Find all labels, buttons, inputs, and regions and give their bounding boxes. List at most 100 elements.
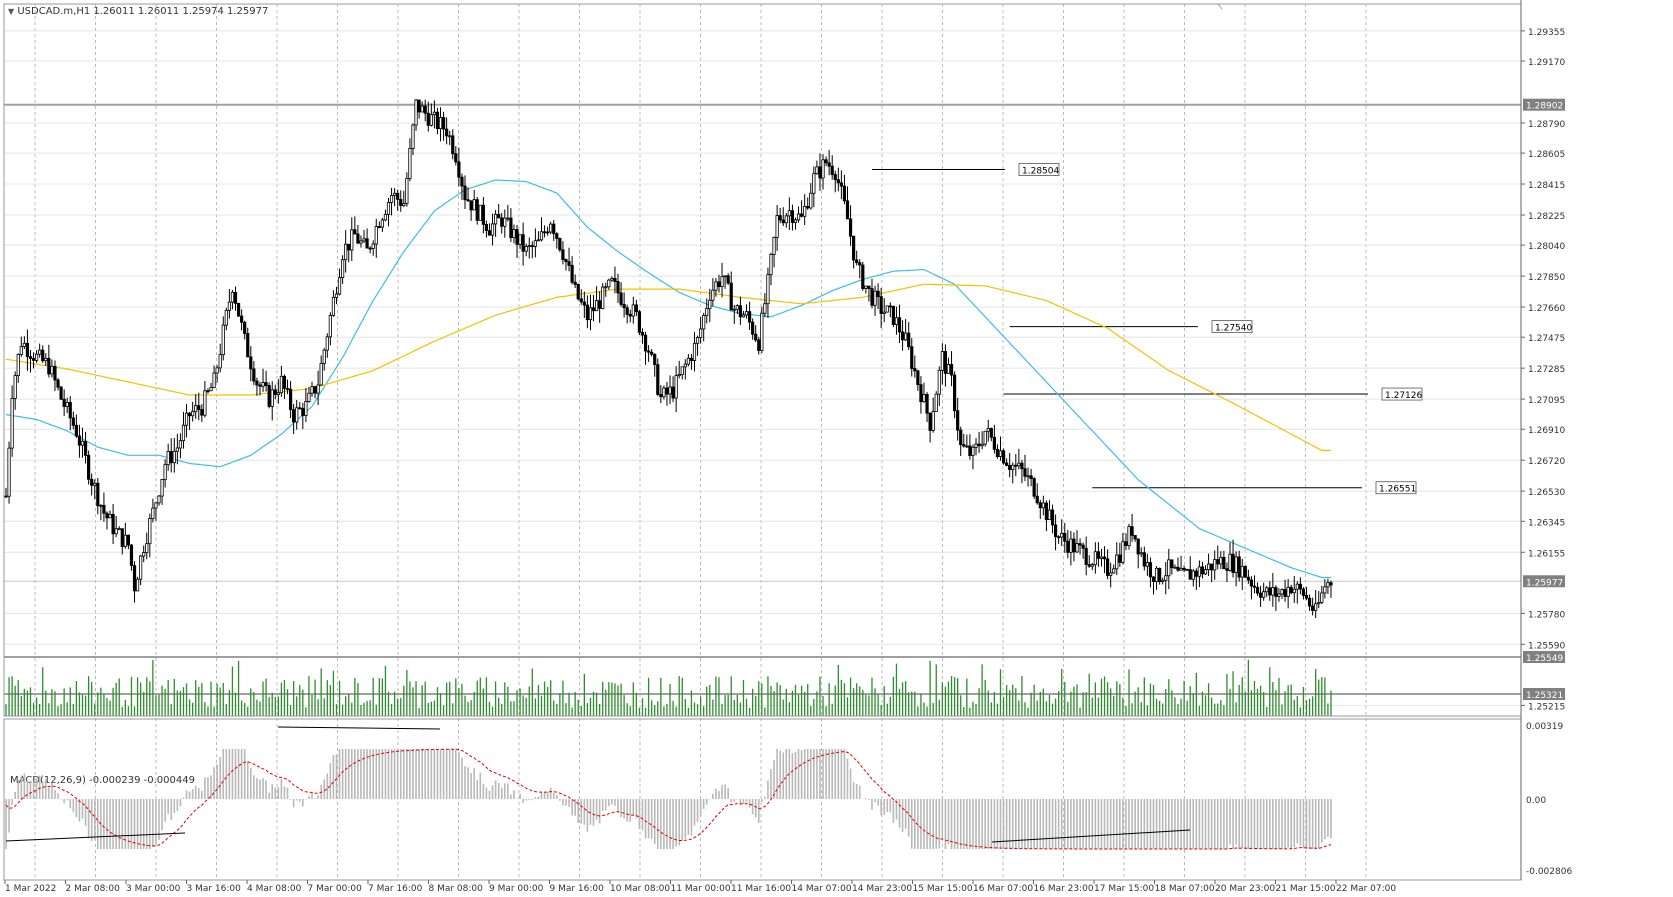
bull-candle [821, 159, 825, 179]
bear-candle [1170, 559, 1174, 568]
bull-candle [215, 367, 219, 374]
bull-candle [151, 507, 155, 519]
bear-candle [521, 234, 525, 252]
time-axis-label: 7 Mar 16:00 [368, 884, 423, 894]
bull-candle [362, 238, 366, 242]
bull-candle [13, 375, 17, 399]
bear-candle [659, 394, 663, 398]
price-axis-label: 1.28415 [1528, 181, 1565, 191]
bear-candle [500, 217, 504, 227]
bull-candle [194, 405, 198, 412]
bear-candle [1106, 558, 1110, 576]
level-tag-box [1018, 163, 1060, 176]
bull-candle [117, 528, 121, 531]
bear-candle [870, 288, 874, 306]
bear-candle [298, 407, 302, 410]
bull-candle [438, 117, 443, 130]
bear-candle [197, 405, 201, 410]
bear-candle [647, 350, 651, 353]
bull-candle [1326, 582, 1330, 588]
bear-candle [995, 448, 1000, 457]
bear-candle [1118, 554, 1122, 563]
bear-candle [475, 199, 479, 221]
bull-candle [123, 534, 127, 547]
bull-candle [50, 365, 54, 375]
main-panel-frame [3, 3, 1522, 717]
bear-candle [1298, 583, 1302, 590]
bull-candle [38, 349, 42, 355]
bear-candle [1252, 585, 1257, 588]
bull-candle [803, 205, 807, 217]
bear-candle [481, 204, 485, 225]
bear-candle [71, 417, 75, 426]
bear-candle [240, 315, 244, 323]
level-tag-text: 1.28504 [1022, 167, 1059, 177]
price-axis-label: 1.28790 [1528, 120, 1565, 130]
bear-candle [1130, 526, 1134, 536]
bull-candle [741, 314, 746, 318]
bear-candle [487, 230, 492, 236]
bear-candle [515, 229, 519, 245]
bear-candle [738, 305, 743, 318]
price-tag-box [1523, 98, 1565, 111]
bull-candle [350, 229, 354, 251]
macd-axis-label: -0.002806 [1526, 867, 1572, 877]
bear-candle [858, 262, 862, 266]
bull-candle [1011, 464, 1015, 470]
bull-candle [1286, 586, 1290, 597]
bear-candle [74, 424, 78, 437]
bear-candle [368, 247, 372, 250]
bear-candle [754, 333, 758, 341]
bear-candle [426, 112, 430, 126]
bull-candle [145, 543, 149, 553]
bull-candle [588, 307, 593, 321]
bear-candle [576, 283, 580, 300]
bear-candle [1008, 465, 1012, 470]
bull-candle [420, 105, 424, 113]
bull-candle [163, 464, 167, 480]
bull-candle [882, 311, 886, 314]
bull-candle [815, 166, 819, 175]
bull-candle [723, 275, 727, 278]
bear-candle [347, 243, 351, 251]
bull-candle [946, 364, 951, 374]
bear-candle [1301, 588, 1306, 596]
time-axis-label: 14 Mar 07:00 [792, 884, 852, 894]
bear-candle [1307, 597, 1312, 607]
bull-candle [10, 397, 14, 449]
bull-candle [414, 99, 418, 126]
time-axis-label: 18 Mar 07:00 [1155, 884, 1215, 894]
bear-candle [102, 504, 106, 514]
bull-candle [796, 213, 801, 221]
bull-candle [1262, 591, 1266, 598]
bear-candle [1151, 576, 1156, 582]
bull-candle [1213, 559, 1217, 571]
bear-candle [567, 261, 571, 266]
bear-candle [1044, 502, 1048, 520]
bull-candle [922, 394, 926, 403]
bear-candle [111, 513, 115, 535]
bull-candle [711, 289, 715, 301]
bull-candle [344, 243, 348, 261]
bear-candle [1176, 566, 1180, 571]
bull-candle [1041, 502, 1045, 509]
bear-candle [243, 321, 247, 334]
bear-candle [897, 317, 902, 333]
bear-candle [1063, 533, 1067, 542]
bull-candle [493, 213, 498, 225]
bull-candle [44, 357, 48, 362]
collapse-triangle-icon[interactable]: ▼ [8, 7, 15, 16]
bear-candle [1142, 552, 1146, 567]
bear-candle [497, 213, 501, 219]
bear-candle [292, 409, 296, 423]
bear-candle [233, 291, 238, 304]
bull-candle [114, 528, 118, 535]
price-axis-label: 1.27850 [1528, 273, 1565, 283]
bull-candle [1099, 556, 1104, 559]
bull-candle [974, 443, 978, 448]
bear-candle [1133, 535, 1137, 540]
bear-candle [830, 165, 834, 175]
bear-candle [852, 235, 856, 261]
